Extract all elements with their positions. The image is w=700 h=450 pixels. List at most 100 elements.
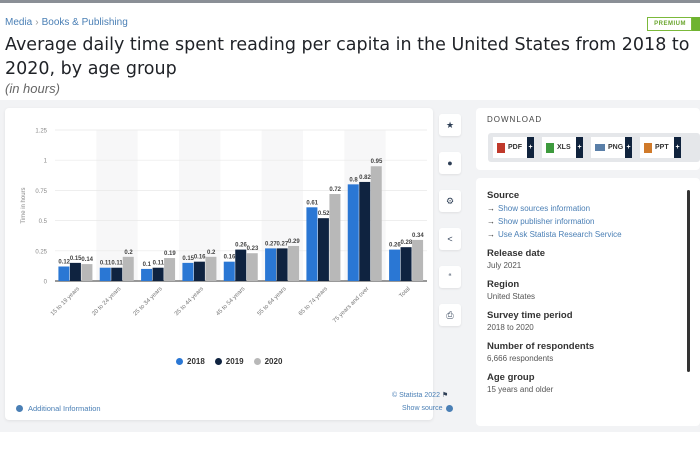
copyright-text: © Statista 2022 ⚑ xyxy=(392,391,448,399)
y-tick-label: 0.75 xyxy=(35,189,47,195)
data-label: 0.11 xyxy=(153,261,165,267)
data-label: 0.27 xyxy=(276,241,288,247)
png-file-icon xyxy=(595,144,605,151)
bar-2018[interactable] xyxy=(306,207,318,281)
data-label: 0.34 xyxy=(412,233,424,239)
bar-2019[interactable] xyxy=(276,248,288,281)
respondents-heading: Number of respondents xyxy=(487,341,595,352)
page-header: Media › Books & Publishing PREMIUM Average… xyxy=(0,3,700,100)
bar-2018[interactable] xyxy=(99,267,111,281)
legend-dot-2020 xyxy=(253,358,261,365)
page-subtitle: (in hours) xyxy=(5,81,60,96)
favorite-button[interactable]: ★ xyxy=(439,114,461,136)
pdf-file-icon xyxy=(497,142,505,153)
data-label: 0.16 xyxy=(194,255,206,261)
bar-2018[interactable] xyxy=(182,262,194,281)
data-label: 0.29 xyxy=(288,239,300,245)
data-label: 0.16 xyxy=(224,255,236,261)
plus-icon: + xyxy=(674,137,681,158)
quote-icon: “ xyxy=(448,272,452,282)
print-button[interactable]: ⎙ xyxy=(439,304,461,326)
region-heading: Region xyxy=(487,279,520,290)
settings-button[interactable]: ⚙ xyxy=(439,190,461,212)
data-label: 0.61 xyxy=(306,200,318,206)
bar-2020[interactable] xyxy=(164,258,176,281)
premium-badge: PREMIUM xyxy=(647,17,700,31)
legend-item-2019[interactable]: 2019 xyxy=(214,357,244,366)
y-tick-label: 0 xyxy=(44,280,48,286)
show-sources-link[interactable]: → Show sources information xyxy=(487,202,677,215)
bar-2019[interactable] xyxy=(359,181,371,281)
y-tick-label: 0.25 xyxy=(35,249,47,255)
breadcrumb-separator: › xyxy=(35,17,39,28)
share-button[interactable]: < xyxy=(439,228,461,250)
bar-2020[interactable] xyxy=(329,194,341,281)
bar-2018[interactable] xyxy=(58,266,70,281)
bar-2019[interactable] xyxy=(193,261,205,281)
breadcrumb: Media › Books & Publishing xyxy=(5,17,128,28)
bar-2019[interactable] xyxy=(111,267,123,281)
notification-button[interactable]: ● xyxy=(439,152,461,174)
bar-2018[interactable] xyxy=(141,268,153,281)
cite-button[interactable]: “ xyxy=(439,266,461,288)
additional-information-label: Additional Information xyxy=(28,404,101,413)
x-tick-label: 35 to 44 years xyxy=(174,286,205,317)
ask-research-service-link[interactable]: → Use Ask Statista Research Service xyxy=(487,228,677,241)
bar-2018[interactable] xyxy=(389,249,401,281)
download-pdf-button[interactable]: PDF + xyxy=(493,137,534,158)
details-scrollbar[interactable] xyxy=(687,190,690,372)
data-label: 0.27 xyxy=(265,241,277,247)
download-xls-button[interactable]: XLS + xyxy=(542,137,583,158)
download-ppt-button[interactable]: PPT + xyxy=(640,137,681,158)
bar-2019[interactable] xyxy=(69,262,81,281)
bar-2020[interactable] xyxy=(81,264,93,281)
download-panel: DOWNLOAD PDF + XLS + PNG + PPT + xyxy=(476,108,700,170)
bar-2020[interactable] xyxy=(122,256,134,281)
legend-item-2020[interactable]: 2020 xyxy=(253,357,283,366)
bar-2019[interactable] xyxy=(152,267,164,281)
data-label: 0.26 xyxy=(235,243,247,249)
show-source-link[interactable]: Show source xyxy=(402,405,454,412)
data-label: 0.11 xyxy=(100,261,112,267)
statistic-details-panel: Source → Show sources information → Show p… xyxy=(476,178,700,426)
show-source-label: Show source xyxy=(402,405,443,412)
x-tick-label: 25 to 34 years xyxy=(133,286,164,317)
y-tick-label: 0.5 xyxy=(39,219,48,225)
bar-2018[interactable] xyxy=(265,248,277,281)
additional-information-link[interactable]: Additional Information xyxy=(16,404,101,413)
bar-2018[interactable] xyxy=(223,261,235,281)
info-circle-icon xyxy=(16,405,23,412)
data-label: 0.82 xyxy=(359,175,371,181)
data-label: 0.52 xyxy=(318,211,330,217)
top-border xyxy=(0,0,700,3)
print-icon: ⎙ xyxy=(446,309,454,320)
data-label: 0.26 xyxy=(389,243,401,249)
bell-icon: ● xyxy=(447,158,453,168)
y-tick-label: 1.25 xyxy=(35,129,47,135)
data-label: 0.2 xyxy=(207,250,216,256)
legend-item-2018[interactable]: 2018 xyxy=(176,357,205,366)
download-xls-label: XLS xyxy=(557,144,571,151)
chart-card: 0 0.25 0.5 0.75 1 1.25 Time in hours 0.12 0.15 0.… xyxy=(5,108,433,420)
show-publisher-link[interactable]: → Show publisher information xyxy=(487,215,677,228)
bar-2018[interactable] xyxy=(347,184,359,281)
x-tick-label: 65 to 74 years xyxy=(298,286,329,317)
bar-2020[interactable] xyxy=(205,256,217,281)
legend-label-2020: 2020 xyxy=(264,357,283,366)
bar-2020[interactable] xyxy=(412,239,424,281)
data-label: 0.23 xyxy=(247,246,259,252)
breadcrumb-books-publishing[interactable]: Books & Publishing xyxy=(41,17,128,28)
bar-2019[interactable] xyxy=(317,218,329,281)
breadcrumb-media[interactable]: Media xyxy=(5,17,33,28)
bar-2020[interactable] xyxy=(288,245,300,281)
plus-icon: + xyxy=(527,137,534,158)
bar-2019[interactable] xyxy=(400,247,412,281)
data-label: 0.12 xyxy=(58,260,70,266)
download-png-button[interactable]: PNG + xyxy=(591,137,632,158)
bar-2020[interactable] xyxy=(370,166,382,281)
survey-period-value: 2018 to 2020 xyxy=(487,323,534,332)
bar-2019[interactable] xyxy=(235,249,247,281)
age-group-value: 15 years and older xyxy=(487,385,554,394)
x-tick-label: 20 to 24 years xyxy=(91,286,122,317)
bar-2020[interactable] xyxy=(246,253,258,281)
